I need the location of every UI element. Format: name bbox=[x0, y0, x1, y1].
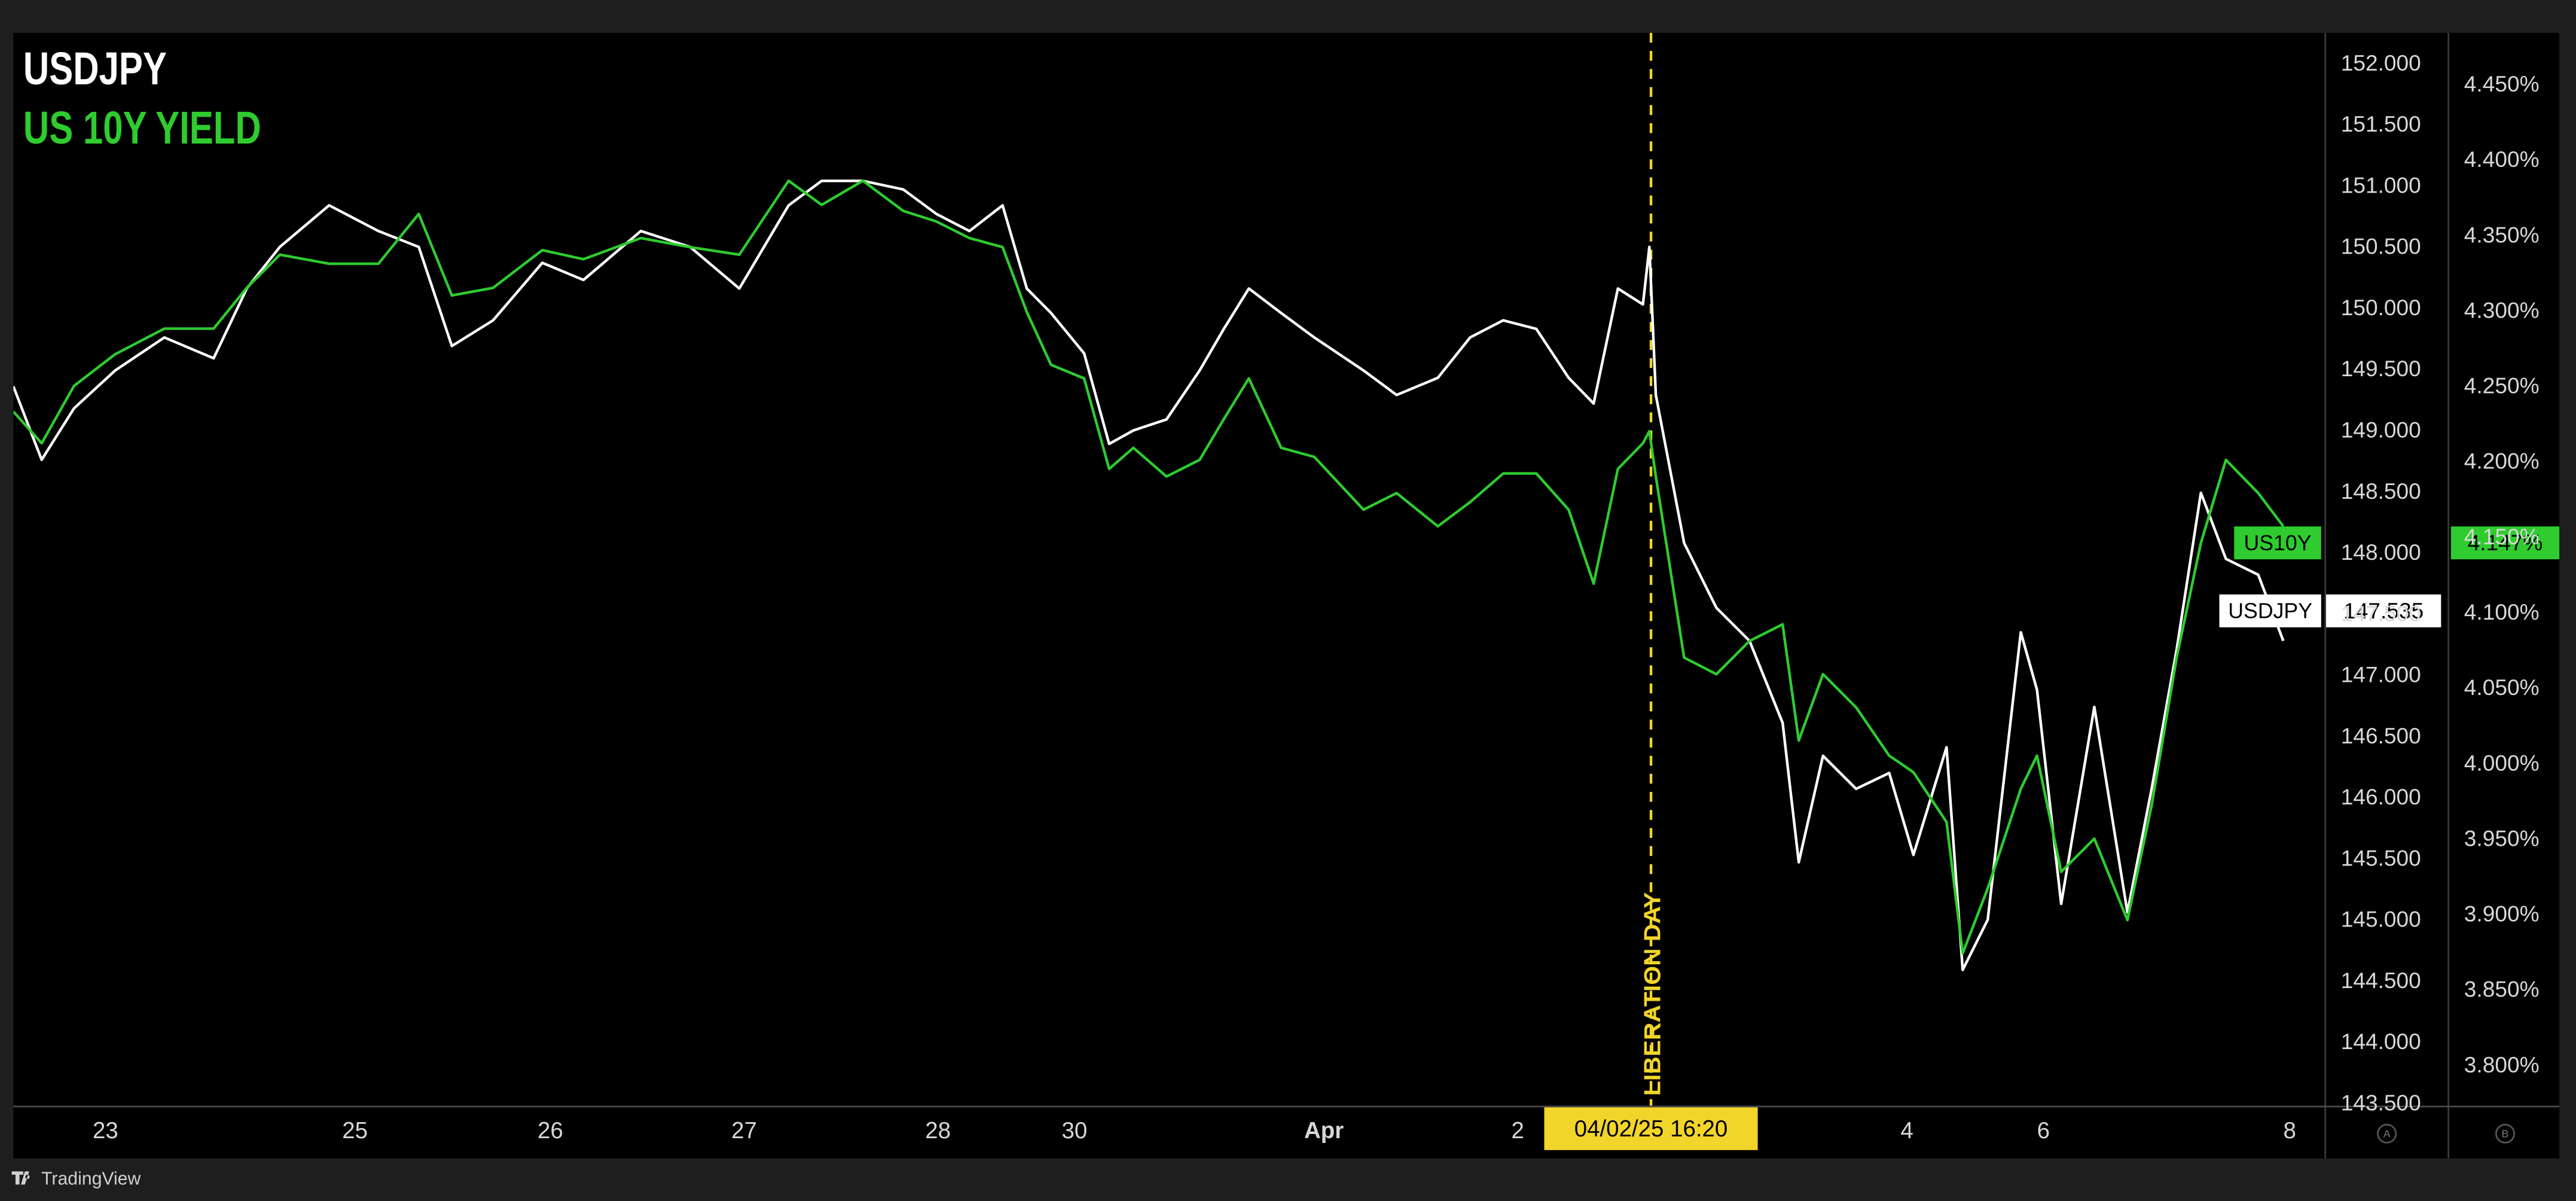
y-tick-label: 144.500 bbox=[2341, 968, 2421, 993]
y2-tick-label: 4.300% bbox=[2464, 297, 2540, 322]
last-value-label: 4.147% bbox=[2468, 530, 2543, 555]
y2-tick-label: 4.250% bbox=[2464, 373, 2540, 398]
y2-tick-label: 4.400% bbox=[2464, 147, 2540, 172]
y2-tick-label: 4.450% bbox=[2464, 71, 2540, 96]
y-tick-label: 151.000 bbox=[2341, 172, 2421, 197]
x-tick-label: 6 bbox=[2037, 1118, 2050, 1144]
y-tick-label: 150.500 bbox=[2341, 234, 2421, 259]
axis-button-label: B bbox=[2502, 1127, 2509, 1139]
y-tick-label: 147.500 bbox=[2341, 600, 2421, 626]
axis-button bbox=[2495, 1123, 2515, 1144]
y2-tick-label: 3.950% bbox=[2464, 825, 2540, 851]
last-value-label: 147.535 bbox=[2343, 598, 2424, 623]
y-tick-label: 146.500 bbox=[2341, 723, 2421, 748]
plot-area bbox=[13, 32, 2285, 1106]
y-tick-label: 146.000 bbox=[2341, 784, 2421, 809]
logo-icon bbox=[11, 1171, 30, 1185]
y-tick-label: 145.000 bbox=[2341, 907, 2421, 932]
y-tick-label: 149.500 bbox=[2341, 356, 2421, 381]
chart-background bbox=[13, 32, 2560, 1159]
series-line bbox=[13, 179, 2285, 971]
axis-button bbox=[2377, 1123, 2397, 1144]
footer-text: TradingView bbox=[41, 1169, 141, 1188]
x-tick-label: 28 bbox=[925, 1118, 951, 1144]
y2-tick-label: 3.850% bbox=[2464, 977, 2540, 1002]
series-tag: USDJPY bbox=[2228, 599, 2312, 623]
y-tick-label: 150.000 bbox=[2341, 295, 2421, 320]
logo: TradingView bbox=[11, 1169, 141, 1188]
x-tick-label: 23 bbox=[93, 1118, 118, 1144]
series-tag-box bbox=[2234, 526, 2321, 560]
legend-label: USDJPY bbox=[23, 43, 167, 95]
event-label: LIBERATION DAY bbox=[1640, 892, 1666, 1096]
last-value-box bbox=[2326, 594, 2441, 627]
x-tick-label: 2 bbox=[1512, 1118, 1524, 1144]
y-tick-label: 145.500 bbox=[2341, 845, 2421, 870]
y-tick-label: 148.500 bbox=[2341, 478, 2421, 504]
y2-tick-label: 3.800% bbox=[2464, 1052, 2540, 1077]
y-tick-label: 144.000 bbox=[2341, 1029, 2421, 1054]
y2-tick-label: 4.200% bbox=[2464, 449, 2540, 474]
series-line bbox=[13, 179, 2285, 955]
axis-button-label: A bbox=[2383, 1127, 2391, 1139]
y-tick-label: 148.000 bbox=[2341, 539, 2421, 565]
y-tick-label: 143.500 bbox=[2341, 1090, 2421, 1115]
event-date-label: 04/02/25 16:20 bbox=[1574, 1116, 1728, 1142]
event-date-box bbox=[1544, 1107, 1758, 1150]
y-tick-label: 151.500 bbox=[2341, 111, 2421, 136]
x-tick-label: Apr bbox=[1304, 1118, 1344, 1144]
y2-tick-label: 4.050% bbox=[2464, 675, 2540, 700]
y2-tick-label: 4.100% bbox=[2464, 599, 2540, 624]
x-tick-label: 30 bbox=[1061, 1118, 1087, 1144]
y-tick-label: 149.000 bbox=[2341, 417, 2421, 443]
x-tick-label: 8 bbox=[2284, 1118, 2296, 1144]
series-tag-box bbox=[2219, 594, 2321, 627]
x-tick-label: 4 bbox=[1900, 1118, 1913, 1144]
y2-tick-label: 4.000% bbox=[2464, 750, 2540, 775]
legend-label: US 10Y YIELD bbox=[23, 102, 261, 154]
series-tag: US10Y bbox=[2244, 531, 2311, 555]
y2-tick-label: 4.350% bbox=[2464, 222, 2540, 247]
y2-tick-label: 3.900% bbox=[2464, 901, 2540, 926]
y-tick-label: 147.000 bbox=[2341, 662, 2421, 687]
x-tick-label: 25 bbox=[342, 1118, 368, 1144]
overlay: LIBERATION DAY 04/02/25 16:20 USDJPY 147.53… bbox=[1544, 526, 2560, 1150]
x-tick-label: 26 bbox=[538, 1118, 563, 1144]
y-tick-label: 152.000 bbox=[2341, 50, 2421, 75]
y2-tick-label: 4.150% bbox=[2464, 524, 2540, 549]
last-value-box bbox=[2450, 526, 2560, 560]
x-tick-label: 27 bbox=[731, 1118, 757, 1144]
